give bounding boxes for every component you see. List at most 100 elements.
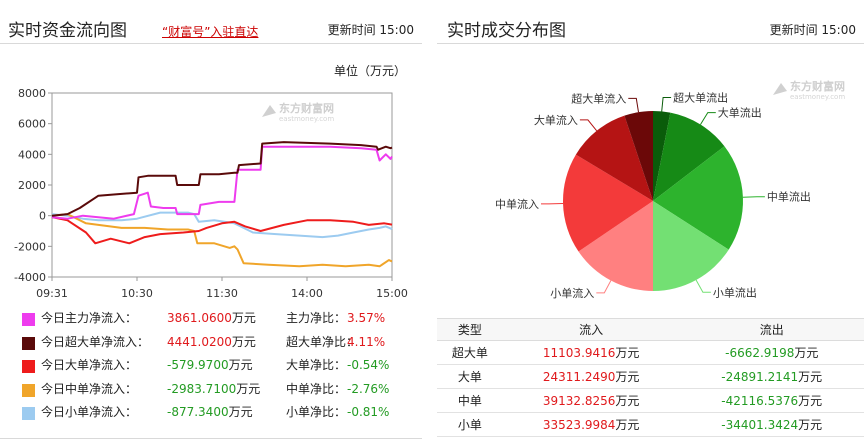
y-tick-label: -2000	[14, 240, 46, 253]
legend-value: 4441.0200万元	[167, 334, 256, 349]
series-line-medium	[51, 213, 393, 268]
outflow-cell: -42116.5376万元	[679, 388, 864, 413]
inflow-cell: 24311.2490万元	[502, 364, 680, 389]
legend-row-small: 今日小单净流入： -877.3400万元 小单净比： -0.81%	[0, 401, 422, 425]
watermark-subtext: eastmoney.com	[790, 93, 845, 101]
legend-ratio-label: 超大单净比：	[286, 334, 359, 349]
legend-name: 今日大单净流入：	[41, 358, 138, 372]
pie-label: 小单流出	[713, 285, 757, 299]
money-flow-header: 实时资金流向图 “财富号”入驻直达 更新时间 15:00	[0, 0, 422, 44]
divider	[0, 438, 422, 439]
pie-leader-line	[700, 112, 716, 125]
pie-slice	[563, 154, 653, 252]
table-row: 大单 24311.2490万元 -24891.2141万元	[437, 364, 864, 389]
caifuhao-link[interactable]: “财富号”入驻直达	[162, 25, 259, 39]
legend-row-super: 今日超大单净流入： 4441.0200万元 超大单净比： 4.11%	[0, 331, 422, 355]
inflow-cell: 33523.9984万元	[502, 412, 680, 437]
legend-row-medium: 今日中单净流入： -2983.7100万元 中单净比： -2.76%	[0, 378, 422, 402]
deal-distribution-header: 实时成交分布图 更新时间 15:00	[437, 0, 864, 44]
legend-ratio-value: -2.76%	[347, 381, 390, 396]
y-tick-label: 6000	[18, 118, 46, 131]
legend-swatch	[22, 407, 35, 420]
legend-value: -877.3400万元	[167, 405, 253, 419]
inflow-cell: 11103.9416万元	[502, 340, 680, 365]
legend-name: 今日超大单净流入：	[41, 334, 150, 349]
pie-label: 中单流出	[767, 190, 811, 204]
plot-frame	[51, 92, 393, 278]
column-header-type: 类型	[437, 318, 503, 341]
inflow-cell: 39132.8256万元	[502, 388, 680, 413]
legend-ratio-label: 主力净比：	[286, 311, 347, 325]
deal-distribution-title: 实时成交分布图	[447, 21, 566, 41]
watermark-text: 东方财富网	[279, 101, 334, 115]
x-tick-label: 11:30	[206, 287, 238, 300]
pie-slice	[653, 112, 725, 201]
pie-leader-line	[742, 196, 765, 198]
column-header-inflow: 流入	[502, 318, 680, 341]
legend-swatch	[22, 360, 35, 373]
series-line-main	[51, 145, 393, 220]
pie-label: 超大单流出	[673, 91, 728, 105]
pie-leader-line	[596, 280, 612, 294]
series-line-large	[51, 216, 393, 245]
pie-slice	[653, 201, 729, 291]
watermark-mark	[262, 105, 276, 117]
pie-slice	[653, 111, 671, 201]
pie-leader-line	[628, 97, 639, 113]
legend-swatch	[22, 383, 35, 397]
pie-slice	[575, 115, 653, 201]
series-line-super	[51, 141, 393, 217]
unit-label: 单位（万元）	[333, 64, 406, 78]
pie-label: 中单流入	[495, 197, 539, 211]
flow-table-header-row: 类型 流入 流出	[437, 318, 864, 341]
legend-name: 今日小单净流入：	[41, 405, 138, 419]
y-tick-label: 4000	[18, 148, 46, 161]
legend-swatch	[22, 336, 35, 350]
type-cell: 大单	[437, 364, 503, 389]
type-cell: 中单	[437, 388, 503, 413]
table-row: 中单 39132.8256万元 -42116.5376万元	[437, 388, 864, 413]
legend-ratio-value: -0.81%	[347, 405, 390, 419]
table-row: 超大单 11103.9416万元 -6662.9198万元	[437, 340, 864, 365]
type-cell: 超大单	[437, 340, 503, 365]
pie-leader-line	[579, 119, 598, 132]
legend-value: -579.9700万元	[167, 358, 253, 372]
money-flow-panel: 实时资金流向图 “财富号”入驻直达 更新时间 15:00 单位（万元） 东方财富…	[0, 0, 422, 446]
pie-label: 大单流入	[534, 113, 578, 127]
legend-name: 今日中单净流入：	[41, 381, 138, 396]
money-flow-title: 实时资金流向图	[8, 21, 127, 41]
pie-label: 超大单流入	[571, 91, 626, 105]
legend-ratio-value: 4.11%	[347, 334, 386, 349]
watermark-text: 东方财富网	[790, 79, 845, 93]
x-tick-label: 15:00	[376, 287, 408, 300]
legend-value: 3861.0600万元	[167, 311, 256, 325]
legend-value: -2983.7100万元	[167, 381, 261, 396]
table-row: 小单 33523.9984万元 -34401.3424万元	[437, 412, 864, 437]
column-header-outflow: 流出	[679, 318, 864, 341]
money-flow-legend: 今日主力净流入： 3861.0600万元 主力净比： 3.57% 今日超大单净流入： 44…	[0, 307, 422, 425]
outflow-cell: -34401.3424万元	[679, 412, 864, 437]
watermark-mark	[773, 83, 787, 95]
y-tick-label: -4000	[14, 271, 46, 284]
legend-row-large: 今日大单净流入： -579.9700万元 大单净比： -0.54%	[0, 354, 422, 378]
y-tick-label: 8000	[18, 87, 46, 100]
pie-label: 小单流入	[550, 286, 594, 300]
deal-distribution-update-time: 更新时间 15:00	[769, 23, 856, 37]
legend-row-main: 今日主力净流入： 3861.0600万元 主力净比： 3.57%	[0, 307, 422, 331]
series-line-small	[51, 211, 393, 239]
outflow-cell: -6662.9198万元	[679, 340, 864, 365]
legend-ratio-label: 中单净比：	[286, 381, 347, 396]
money-flow-update-time: 更新时间 15:00	[327, 23, 414, 37]
flow-table: 类型 流入 流出 超大单 11103.9416万元 -6662.9198万元 大单 24…	[437, 318, 864, 437]
legend-ratio-value: 3.57%	[347, 311, 386, 325]
x-tick-label: 10:30	[121, 287, 153, 300]
y-tick-label: 0	[39, 210, 46, 223]
legend-ratio-value: -0.54%	[347, 358, 390, 372]
x-tick-label: 09:31	[36, 287, 68, 300]
pie-slice	[578, 201, 653, 291]
x-tick-label: 14:00	[291, 287, 323, 300]
